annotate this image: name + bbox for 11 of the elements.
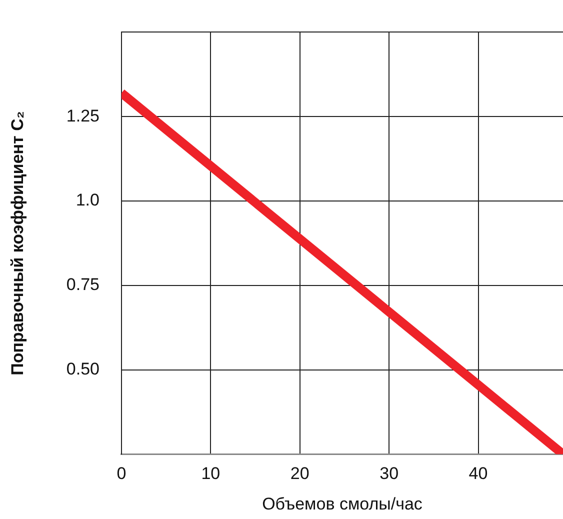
x-axis-title: Объемов смолы/час [262, 494, 423, 514]
x-tick-label: 20 [290, 464, 310, 484]
y-axis-title: Поправочный коэффициент C₂ [8, 111, 27, 376]
x-tick-label: 0 [116, 464, 126, 484]
x-tick-label: 10 [201, 464, 220, 484]
x-tick-label: 30 [380, 464, 399, 484]
y-tick-label: 0.75 [66, 275, 100, 294]
y-tick-label: 1.25 [66, 106, 100, 126]
x-tick-label: 40 [468, 464, 488, 484]
y-tick-label: 1.0 [76, 190, 100, 210]
y-tick-label: 0.50 [66, 359, 100, 378]
